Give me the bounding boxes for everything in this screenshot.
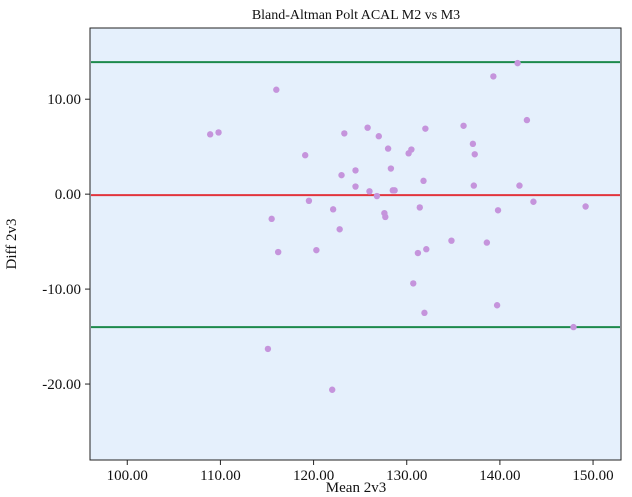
- data-point: [514, 59, 521, 67]
- data-point: [469, 140, 477, 148]
- data-point: [471, 151, 478, 158]
- data-point: [387, 165, 395, 172]
- data-point: [423, 246, 430, 253]
- x-axis-ticks: 100.00 110.00 120.00 130.00 140.00 150.00: [107, 460, 614, 484]
- data-point: [582, 203, 589, 210]
- data-point: [382, 213, 389, 221]
- data-point: [448, 237, 455, 244]
- data-point: [375, 133, 382, 140]
- data-point: [410, 280, 417, 287]
- data-point: [493, 302, 501, 309]
- data-point: [352, 183, 359, 190]
- data-point: [273, 86, 280, 93]
- x-tick-label: 150.00: [572, 468, 613, 484]
- x-tick-label: 110.00: [200, 468, 241, 484]
- data-point: [523, 116, 531, 124]
- x-tick-label: 130.00: [386, 468, 427, 484]
- data-point: [408, 146, 415, 153]
- data-points: [206, 59, 589, 393]
- data-point: [373, 192, 381, 200]
- data-point: [391, 187, 398, 194]
- chart-title: Bland-Altman Polt ACAL M2 vs M3: [252, 8, 460, 23]
- data-point: [206, 131, 214, 138]
- data-point: [341, 130, 348, 137]
- data-point: [301, 152, 309, 159]
- data-point: [516, 182, 523, 189]
- data-point: [313, 246, 320, 254]
- data-point: [305, 197, 313, 204]
- x-axis-label: Mean 2v3: [326, 480, 386, 496]
- data-point: [215, 129, 222, 136]
- data-point: [460, 122, 467, 129]
- x-tick-label: 140.00: [479, 468, 520, 484]
- data-point: [338, 171, 345, 179]
- data-point: [490, 73, 497, 80]
- data-point: [264, 345, 272, 353]
- plot-area: [89, 27, 622, 461]
- data-point: [483, 239, 491, 246]
- data-point: [329, 386, 336, 393]
- data-point: [570, 323, 577, 331]
- y-tick-label: -10.00: [42, 282, 81, 298]
- data-point: [530, 198, 537, 205]
- data-point: [364, 124, 371, 131]
- data-point: [494, 207, 502, 214]
- data-point: [366, 188, 373, 195]
- x-tick-label: 100.00: [107, 468, 148, 484]
- data-point: [420, 177, 427, 185]
- y-axis-label: Diff 2v3: [4, 219, 20, 270]
- data-point: [352, 167, 359, 174]
- data-point: [414, 249, 422, 257]
- y-axis-ticks: 10.00 0.00 -10.00 -20.00: [42, 92, 90, 393]
- data-point: [274, 248, 282, 256]
- data-point: [421, 309, 428, 317]
- x-tick-label: 120.00: [293, 468, 334, 484]
- data-point: [416, 204, 423, 211]
- y-tick-label: 10.00: [47, 92, 81, 108]
- data-point: [268, 215, 275, 223]
- reference-lines: [91, 61, 620, 329]
- y-tick-label: -20.00: [42, 377, 81, 393]
- data-point: [470, 182, 478, 189]
- data-point: [336, 226, 343, 233]
- y-tick-label: 0.00: [55, 187, 81, 203]
- data-point: [422, 125, 429, 132]
- data-point: [384, 145, 392, 152]
- data-point: [329, 206, 337, 213]
